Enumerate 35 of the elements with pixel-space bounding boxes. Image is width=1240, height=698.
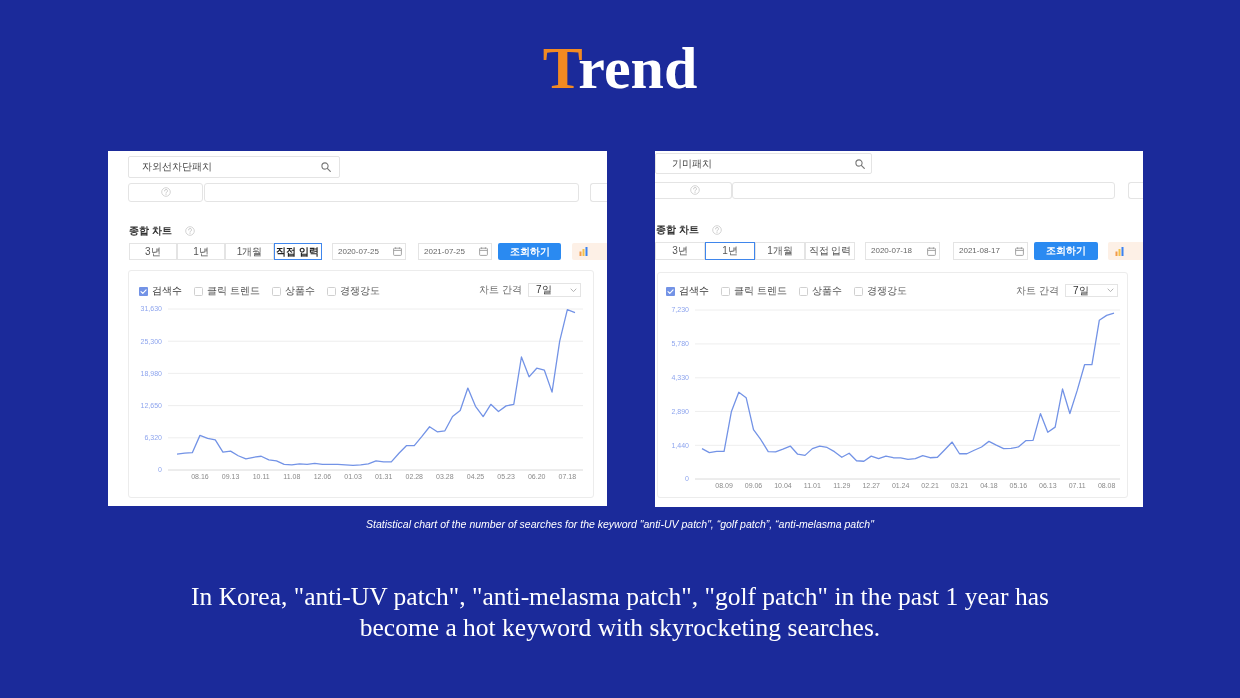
text: 클릭 트렌드 xyxy=(734,285,787,297)
tab-button: 직접 입력 xyxy=(805,242,855,260)
line-series xyxy=(176,309,576,467)
legend-label: 검색수 xyxy=(679,285,709,297)
line-series xyxy=(701,312,1115,462)
text: 차트 간격 xyxy=(1016,285,1059,296)
text: 차트 간격 xyxy=(479,284,522,295)
date-field: 2021-08-17 xyxy=(953,242,1028,260)
date-field: 2020-07-18 xyxy=(865,242,940,260)
submit-button: 조회하기 xyxy=(498,243,561,260)
text: 경쟁강도 xyxy=(866,285,907,297)
chart-title: 종합 차트 xyxy=(129,225,172,237)
text: Statistical chart of the number of searches for the keyword "anti-UV patch", “golf patch”, “anti-melasma patch" xyxy=(366,518,874,530)
tab-button: 1개월 xyxy=(755,242,805,260)
date-field: 2020-07-25 xyxy=(332,243,406,260)
date-field: 2021-07-25 xyxy=(418,243,492,260)
tab-button: 3년 xyxy=(655,242,705,260)
tab-button: 1년 xyxy=(177,243,226,260)
text: Trend xyxy=(541,34,699,102)
dropdown: 7일 xyxy=(528,283,581,297)
dropdown: 7일 xyxy=(1065,284,1118,297)
tab-button: 1개월 xyxy=(225,243,274,260)
submit-button: 조회하기 xyxy=(1034,242,1098,260)
search-field: 자외선차단패치 xyxy=(128,156,340,178)
tab-button: 1년 xyxy=(705,242,755,260)
text: 경쟁강도 xyxy=(339,285,380,297)
tab-button: 직접 입력 xyxy=(273,243,322,260)
text: 상품수 xyxy=(811,285,842,297)
text: 클릭 트렌드 xyxy=(207,285,260,297)
tab-button: 3년 xyxy=(128,243,177,260)
text: In Korea, "anti-UV patch", "anti-melasma patch", "golf patch" in the past 1 year has become a hot keyword with skyrocketing searches. xyxy=(191,582,1049,642)
legend-label: 검색수 xyxy=(152,285,182,297)
chart-title: 종합 차트 xyxy=(656,224,699,236)
search-field: 기미패치 xyxy=(655,153,872,174)
text: 상품수 xyxy=(284,285,315,297)
